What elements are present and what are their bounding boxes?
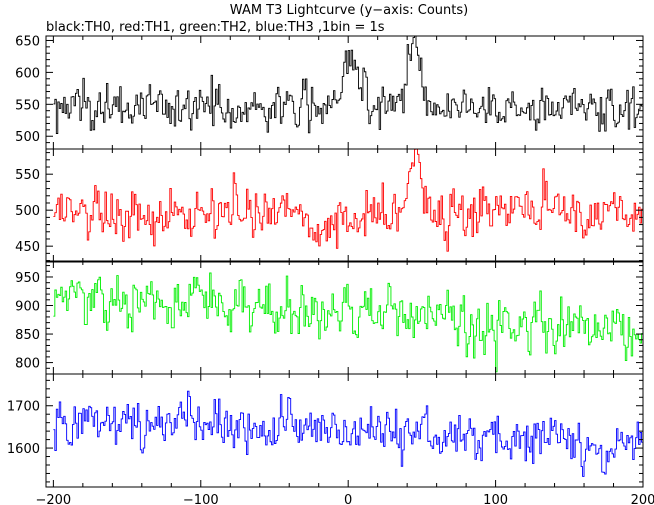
y-tick-label: 600 bbox=[15, 66, 40, 81]
y-tick-label: 500 bbox=[15, 204, 40, 219]
series-th0-line bbox=[53, 36, 643, 134]
panel-th3: 1600 1700 bbox=[7, 373, 644, 488]
y-tick-label: 800 bbox=[15, 357, 40, 372]
panel-frame bbox=[45, 373, 644, 488]
y-tick-label: 900 bbox=[15, 300, 40, 315]
y-tick-label: 650 bbox=[15, 34, 40, 49]
panel-th2: 800 850 900 950 bbox=[15, 260, 644, 375]
y-tick-label: 550 bbox=[15, 168, 40, 183]
panel-th1: 450 500 550 bbox=[15, 148, 644, 263]
panel-frame bbox=[45, 148, 644, 263]
x-tick-label: 100 bbox=[483, 493, 508, 505]
x-axis: −200 −100 0 100 200 bbox=[36, 493, 654, 505]
chart-title: WAM T3 Lightcurve (y−axis: Counts) bbox=[230, 3, 468, 18]
y-tick-label: 500 bbox=[15, 130, 40, 145]
x-tick-label: 0 bbox=[344, 493, 352, 505]
series-th1-line bbox=[53, 149, 643, 252]
y-tick-label: 550 bbox=[15, 98, 40, 113]
x-tick-label: 200 bbox=[631, 493, 654, 505]
y-tick-label: 850 bbox=[15, 328, 40, 343]
x-tick-label: −200 bbox=[36, 493, 72, 505]
series-th2-line bbox=[53, 272, 643, 373]
y-tick-label: 950 bbox=[15, 271, 40, 286]
panels-group: 500 550 600 650 450 500 550 800 850 900 950 1600 170… bbox=[7, 34, 644, 488]
y-tick-label: 1700 bbox=[7, 400, 40, 415]
panel-th0: 500 550 600 650 bbox=[15, 34, 644, 150]
panel-frame bbox=[45, 260, 644, 375]
series-th3-line bbox=[53, 390, 643, 477]
panel-frame bbox=[45, 35, 644, 150]
chart-subtitle: black:TH0, red:TH1, green:TH2, blue:TH3 … bbox=[46, 20, 385, 35]
y-tick-label: 1600 bbox=[7, 442, 40, 457]
y-tick-label: 450 bbox=[15, 240, 40, 255]
x-tick-label: −100 bbox=[183, 493, 219, 505]
